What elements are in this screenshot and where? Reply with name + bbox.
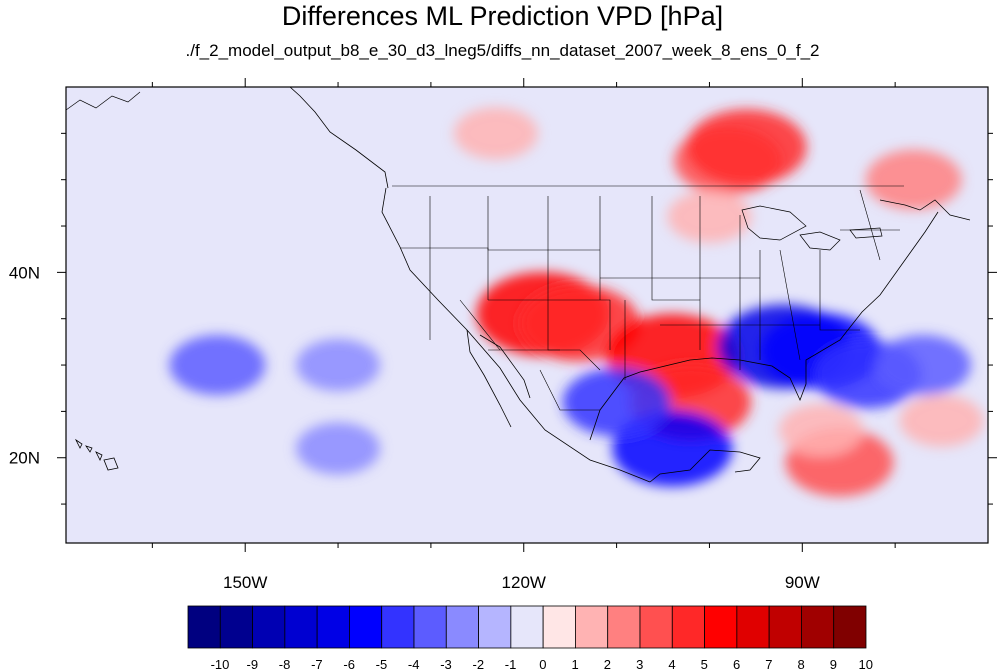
colorbar-label: 0 bbox=[539, 657, 546, 672]
anomaly-pacific-cold-band bbox=[169, 335, 266, 396]
axis-tick-labels: 150W 120W 90W 40N 20N bbox=[9, 263, 820, 592]
axis-ticks bbox=[57, 78, 997, 552]
colorbar-swatch bbox=[349, 605, 383, 649]
colorbar-swatch bbox=[768, 605, 802, 649]
colorbar-swatch bbox=[833, 605, 867, 649]
colorbar-label: -9 bbox=[247, 657, 259, 672]
colorbar-swatch bbox=[510, 605, 544, 649]
colorbar-label: -7 bbox=[311, 657, 323, 672]
map-plot-area bbox=[66, 87, 988, 543]
map-frame bbox=[65, 86, 989, 544]
colorbar-swatch bbox=[704, 605, 738, 649]
colorbar-swatch bbox=[639, 605, 673, 649]
colorbar-label: 7 bbox=[765, 657, 772, 672]
colorbar-label: 1 bbox=[572, 657, 579, 672]
colorbar-swatch bbox=[252, 605, 286, 649]
colorbar-label: -4 bbox=[408, 657, 420, 672]
great-lakes bbox=[741, 205, 883, 251]
colorbar: -10 -9 -8 -7 -6 -5 -4 -3 -2 -1 0 1 2 3 4 5 6 7 8 9 10 bbox=[187, 605, 873, 672]
lat-tick-label: 20N bbox=[9, 449, 40, 468]
lon-tick-label: 90W bbox=[785, 573, 820, 592]
colorbar-swatch bbox=[575, 605, 609, 649]
hawaii-islands bbox=[74, 438, 119, 471]
colorbar-swatch bbox=[736, 605, 770, 649]
anomaly-atlantic-cold bbox=[875, 335, 972, 396]
colorbar-label: 9 bbox=[830, 657, 837, 672]
colorbar-label: 4 bbox=[668, 657, 675, 672]
colorbar-swatch bbox=[478, 605, 512, 649]
colorbar-label: -3 bbox=[440, 657, 452, 672]
anomaly-canada-warm-core bbox=[686, 109, 807, 186]
colorbar-label: 10 bbox=[858, 657, 872, 672]
colorbar-label: 6 bbox=[733, 657, 740, 672]
colorbar-label: 5 bbox=[701, 657, 708, 672]
anomaly-gulf-warm bbox=[778, 403, 863, 456]
colorbar-swatch bbox=[801, 605, 835, 649]
anomaly-hudson-warm bbox=[865, 149, 962, 210]
anomaly-nevada-hot bbox=[519, 285, 640, 362]
anomaly-nw-canada-warm bbox=[453, 107, 538, 160]
state-borders bbox=[392, 185, 904, 411]
map-title: Differences ML Prediction VPD [hPa] bbox=[281, 1, 724, 31]
map-subtitle: ./f_2_model_output_b8_e_30_d3_lneg5/diff… bbox=[185, 41, 820, 60]
anomaly-hawaii-cold bbox=[296, 422, 381, 475]
anomaly-great-plains-warm bbox=[667, 190, 752, 243]
colorbar-swatch bbox=[413, 605, 447, 649]
coastlines bbox=[289, 87, 939, 483]
lon-tick-label: 150W bbox=[223, 573, 267, 592]
colorbar-label: -2 bbox=[473, 657, 485, 672]
colorbar-swatch bbox=[607, 605, 641, 649]
colorbar-swatch bbox=[219, 605, 253, 649]
colorbar-swatch bbox=[316, 605, 350, 649]
colorbar-label: -10 bbox=[211, 657, 230, 672]
colorbar-swatch bbox=[445, 605, 479, 649]
colorbar-label: -6 bbox=[343, 657, 355, 672]
canadian-arctic-coast bbox=[66, 91, 971, 221]
colorbar-swatch bbox=[671, 605, 705, 649]
colorbar-label: -8 bbox=[279, 657, 291, 672]
anomaly-pacific-cold-east bbox=[296, 339, 381, 392]
colorbar-label: 8 bbox=[798, 657, 805, 672]
colorbar-swatch bbox=[187, 605, 221, 649]
colorbar-label: 2 bbox=[604, 657, 611, 672]
anomaly-atlantic-warm bbox=[899, 394, 984, 447]
anomaly-baja-cold bbox=[562, 368, 671, 437]
lon-tick-label: 120W bbox=[502, 573, 546, 592]
colorbar-swatch bbox=[542, 605, 576, 649]
colorbar-label: -1 bbox=[505, 657, 517, 672]
lat-tick-label: 40N bbox=[9, 263, 40, 282]
colorbar-label: -5 bbox=[376, 657, 388, 672]
colorbar-swatch bbox=[381, 605, 415, 649]
colorbar-swatch bbox=[284, 605, 318, 649]
colorbar-label: 3 bbox=[636, 657, 643, 672]
